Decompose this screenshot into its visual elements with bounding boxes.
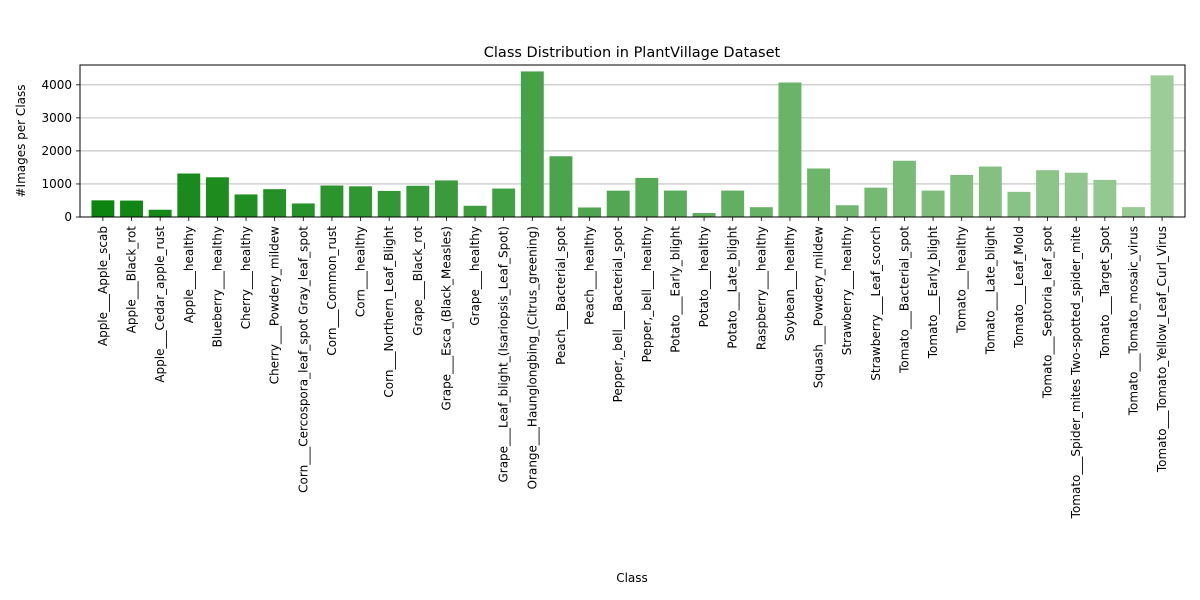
bar (692, 213, 716, 217)
bar (406, 185, 430, 217)
y-tick-label: 0 (64, 210, 72, 224)
x-tick-label: Tomato___healthy (955, 226, 969, 334)
x-tick-label: Tomato___Target_Spot (1098, 226, 1112, 359)
bar (1064, 172, 1088, 217)
x-tick-label: Tomato___Tomato_mosaic_virus (1126, 226, 1140, 416)
bar (234, 194, 258, 217)
bar (205, 177, 229, 217)
bar (349, 186, 372, 217)
x-tick-label: Cherry___Powdery_mildew (268, 226, 282, 384)
x-tick-label: Peach___healthy (583, 226, 597, 325)
bar (1036, 170, 1060, 217)
x-tick-label: Potato___healthy (697, 226, 711, 327)
bar (1007, 191, 1031, 217)
x-tick-label: Corn___Common_rust (325, 226, 339, 356)
bar (549, 156, 573, 217)
bar (635, 177, 659, 217)
x-tick-label: Potato___Early_blight (668, 226, 682, 353)
bar (893, 160, 916, 217)
bar (978, 166, 1002, 217)
y-axis: 0 1000 2000 3000 4000 (41, 78, 80, 224)
bar (778, 82, 802, 217)
x-tick-label: Potato___Late_blight (726, 226, 740, 349)
x-tick-label: Tomato___Bacterial_spot (897, 226, 911, 374)
bar (1150, 75, 1174, 218)
bar (177, 173, 201, 217)
bar (120, 200, 143, 217)
bars (91, 71, 1174, 218)
x-tick-label: Grape___Black_rot (411, 226, 425, 336)
bar (1093, 179, 1117, 217)
x-tick-label: Tomato___Septoria_leaf_spot (1041, 226, 1055, 400)
x-tick-label: Orange___Haunglongbing_(Citrus_greening) (525, 226, 539, 489)
bar (663, 190, 687, 217)
bar (749, 207, 773, 217)
x-tick-label: Grape___healthy (468, 226, 482, 326)
chart-title: Class Distribution in PlantVillage Datas… (484, 45, 781, 61)
bar (463, 205, 487, 217)
y-tick-label: 3000 (41, 111, 72, 125)
bar (864, 187, 888, 217)
x-tick-label: Pepper,_bell___Bacterial_spot (611, 226, 625, 403)
x-tick-label: Tomato___Leaf_Mold (1012, 226, 1026, 349)
bar (921, 190, 945, 217)
bar (434, 180, 458, 217)
x-tick-label: Cherry___healthy (239, 226, 253, 329)
plot-frame (79, 64, 1186, 218)
x-tick-label: Pepper,_bell___healthy (640, 226, 654, 362)
y-axis-label: #Images per Class (14, 84, 28, 197)
x-tick-label: Tomato___Early_blight (926, 226, 940, 360)
x-tick-label: Squash___Powdery_mildew (812, 226, 826, 388)
bar (91, 200, 115, 217)
x-tick-label: Strawberry___Leaf_scorch (869, 226, 883, 381)
x-tick-label: Grape___Leaf_blight_(Isariopsis_Leaf_Spo… (497, 226, 511, 483)
x-tick-label: Blueberry___healthy (210, 226, 224, 347)
bar (835, 205, 859, 217)
x-tick-label: Tomato___Late_blight (983, 226, 997, 355)
bar (721, 190, 745, 217)
x-axis-label: Class (616, 571, 648, 585)
bar (148, 209, 172, 217)
x-tick-label: Soybean___healthy (783, 226, 797, 341)
x-tick-label: Grape___Esca_(Black_Measles) (439, 226, 453, 411)
bar (263, 189, 287, 217)
x-tick-label: Apple___healthy (182, 226, 196, 323)
x-tick-label: Tomato___Spider_mites Two-spotted_spider… (1069, 226, 1083, 519)
x-tick-label: Strawberry___healthy (840, 226, 854, 355)
x-tick-label: Apple___Apple_scab (96, 226, 110, 346)
x-axis: Apple___Apple_scab Apple___Black_rot Apple… (96, 217, 1169, 519)
bar (320, 185, 344, 217)
bar (950, 174, 974, 217)
y-tick-label: 4000 (41, 78, 72, 92)
x-tick-label: Corn___Cercospora_leaf_spot Gray_leaf_sp… (296, 226, 310, 493)
bar (492, 188, 516, 217)
x-tick-label: Corn___healthy (354, 226, 368, 317)
x-tick-label: Peach___Bacterial_spot (554, 226, 568, 365)
y-tick-label: 1000 (41, 177, 72, 191)
bar (807, 168, 831, 217)
x-tick-label: Apple___Black_rot (125, 226, 139, 334)
bar (578, 207, 602, 217)
x-tick-label: Corn___Northern_Leaf_Blight (382, 226, 396, 398)
bar (606, 190, 630, 217)
x-tick-label: Raspberry___healthy (754, 226, 768, 350)
bar (377, 190, 401, 217)
y-tick-label: 2000 (41, 144, 72, 158)
x-tick-label: Apple___Cedar_apple_rust (153, 226, 167, 383)
bar (291, 203, 315, 217)
bar (1122, 207, 1145, 217)
x-tick-label: Tomato___Tomato_Yellow_Leaf_Curl_Virus (1155, 226, 1169, 473)
bar (520, 71, 544, 217)
